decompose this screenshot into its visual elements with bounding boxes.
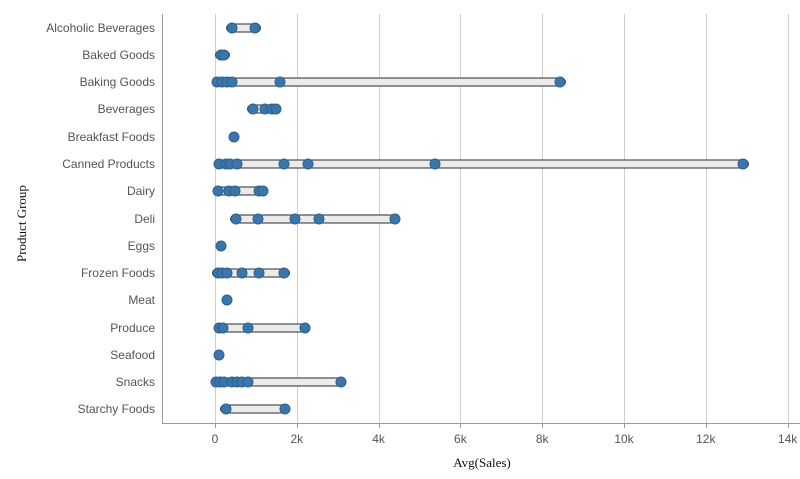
y-axis-label: Eggs xyxy=(127,238,155,253)
x-axis-tick-label: 12k xyxy=(696,432,716,446)
y-axis-label: Seafood xyxy=(110,347,155,362)
data-point[interactable] xyxy=(278,158,290,170)
x-axis-tick-label: 14k xyxy=(777,432,798,446)
x-axis-tick-label: 4k xyxy=(372,432,385,446)
data-point[interactable] xyxy=(279,403,291,415)
data-point[interactable] xyxy=(270,103,282,115)
data-point[interactable] xyxy=(220,403,232,415)
y-axis-label: Dairy xyxy=(126,184,155,199)
data-point[interactable] xyxy=(253,267,265,279)
x-axis-tick-label: 0 xyxy=(211,432,219,446)
gridline xyxy=(705,14,707,423)
data-point[interactable] xyxy=(242,322,254,334)
data-point[interactable] xyxy=(429,158,441,170)
x-axis-line xyxy=(162,423,800,424)
y-axis-label: Deli xyxy=(134,211,155,226)
y-axis-label: Frozen Foods xyxy=(80,266,155,281)
y-axis-label: Breakfast Foods xyxy=(67,129,155,144)
data-point[interactable] xyxy=(313,213,325,224)
x-axis-tick xyxy=(705,423,707,428)
data-point[interactable] xyxy=(215,240,227,252)
data-point[interactable] xyxy=(247,103,259,115)
data-point[interactable] xyxy=(228,131,240,143)
y-axis-label: Baked Goods xyxy=(82,47,155,62)
data-point[interactable] xyxy=(289,213,301,224)
data-point[interactable] xyxy=(221,294,233,306)
data-point[interactable] xyxy=(252,213,264,224)
data-point[interactable] xyxy=(231,158,243,170)
gridline xyxy=(542,14,544,423)
y-axis-label: Beverages xyxy=(97,102,155,117)
x-axis-tick xyxy=(624,423,625,428)
data-point[interactable] xyxy=(335,376,347,388)
gridline xyxy=(215,14,216,423)
y-axis-label: Alcoholic Beverages xyxy=(46,20,155,35)
data-point[interactable] xyxy=(737,158,749,170)
data-point[interactable] xyxy=(274,76,286,88)
x-axis-tick xyxy=(460,423,462,428)
y-axis-label: Produce xyxy=(110,320,155,335)
data-point[interactable] xyxy=(257,185,269,197)
y-axis-line xyxy=(162,14,163,423)
y-axis-label: Starchy Foods xyxy=(77,402,155,417)
data-point[interactable] xyxy=(302,158,314,170)
x-axis-tick-label: 10k xyxy=(614,432,634,446)
data-point[interactable] xyxy=(278,267,290,279)
data-point[interactable] xyxy=(212,185,224,197)
data-point[interactable] xyxy=(229,185,241,197)
data-point[interactable] xyxy=(226,76,238,88)
x-axis-tick-label: 2k xyxy=(290,432,304,446)
data-point[interactable] xyxy=(389,213,401,224)
x-axis-tick xyxy=(296,423,298,428)
range-bar[interactable] xyxy=(213,159,749,169)
data-point[interactable] xyxy=(249,22,261,34)
y-axis-label: Canned Products xyxy=(62,156,155,171)
y-axis-label: Meat xyxy=(128,293,155,308)
data-point[interactable] xyxy=(299,322,311,334)
x-axis-title: Avg(Sales) xyxy=(453,455,511,470)
y-axis-label: Baking Goods xyxy=(79,75,155,90)
gridline xyxy=(787,14,789,423)
data-point[interactable] xyxy=(221,267,233,279)
data-point[interactable] xyxy=(242,376,254,388)
data-point[interactable] xyxy=(226,22,238,34)
x-axis-tick xyxy=(215,423,216,428)
x-axis-tick-label: 6k xyxy=(454,432,467,446)
x-axis-tick xyxy=(378,423,380,428)
x-axis-tick xyxy=(542,423,544,428)
x-axis-tick-label: 8k xyxy=(535,432,549,446)
data-point[interactable] xyxy=(230,213,242,224)
gridline xyxy=(624,14,625,423)
data-point[interactable] xyxy=(218,49,230,61)
y-axis-label: Snacks xyxy=(115,375,155,390)
data-point[interactable] xyxy=(236,267,248,279)
range-bar[interactable] xyxy=(211,77,566,87)
gridline xyxy=(460,14,462,423)
x-axis-tick xyxy=(787,423,789,428)
data-point[interactable] xyxy=(213,349,225,361)
data-point[interactable] xyxy=(554,76,566,88)
data-point[interactable] xyxy=(217,322,229,334)
